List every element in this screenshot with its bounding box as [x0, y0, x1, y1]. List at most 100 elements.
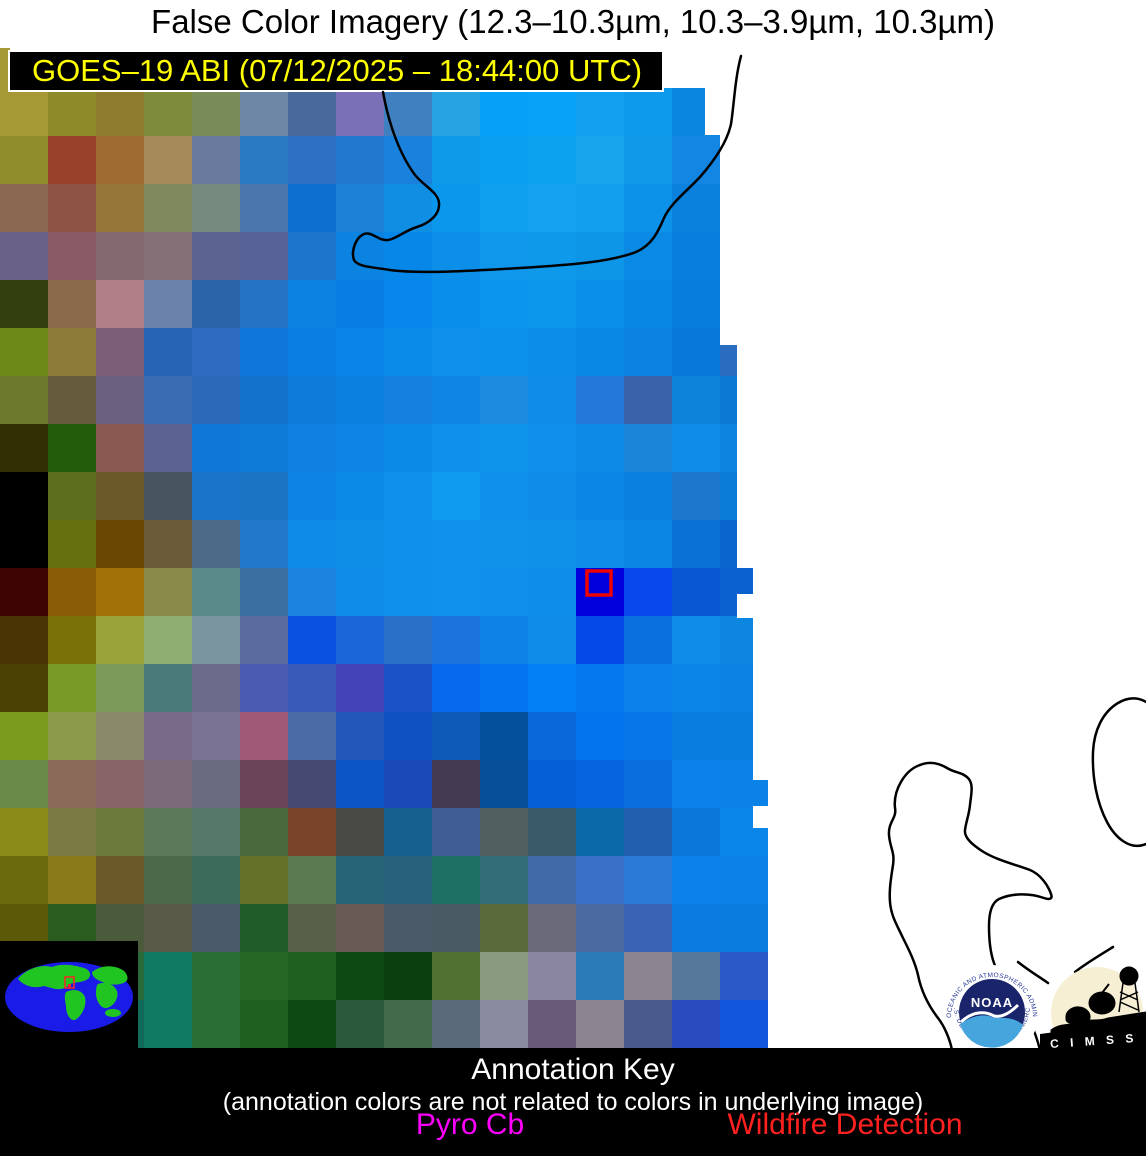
no-data-step: [753, 618, 768, 780]
image-pixel-block: [528, 232, 577, 281]
image-pixel-block: [48, 712, 97, 761]
image-pixel-block: [336, 424, 385, 473]
image-pixel-block: [192, 712, 241, 761]
no-data-step: [737, 345, 768, 568]
image-pixel-block: [672, 568, 721, 617]
coastline-island-oval: [1091, 697, 1146, 848]
image-pixel-block: [672, 184, 721, 233]
image-pixel-block: [384, 952, 433, 1001]
image-pixel-block: [144, 328, 193, 377]
image-pixel-block: [48, 328, 97, 377]
image-pixel-block: [96, 136, 145, 185]
image-pixel-block: [480, 88, 529, 137]
satellite-label: GOES–19 ABI (07/12/2025 – 18:44:00 UTC): [32, 53, 643, 88]
image-pixel-block: [528, 472, 577, 521]
image-pixel-block: [48, 808, 97, 857]
image-pixel-block: [240, 472, 289, 521]
image-pixel-block: [288, 376, 337, 425]
legend-wildfire: Wildfire Detection: [727, 1108, 963, 1141]
image-pixel-block: [576, 712, 625, 761]
image-pixel-block: [288, 280, 337, 329]
image-pixel-block: [144, 904, 193, 953]
image-pixel-block: [0, 664, 49, 713]
annotation-key-bar: Annotation Key (annotation colors are no…: [0, 1048, 1146, 1156]
image-pixel-block: [144, 424, 193, 473]
image-pixel-block: [576, 952, 625, 1001]
image-pixel-block: [576, 472, 625, 521]
image-pixel-block: [48, 472, 97, 521]
image-pixel-block: [432, 568, 481, 617]
image-pixel-block: [288, 760, 337, 809]
image-pixel-block: [480, 280, 529, 329]
image-pixel-block: [144, 232, 193, 281]
image-pixel-block: [288, 88, 337, 137]
image-pixel-block: [144, 952, 193, 1001]
image-pixel-block: [576, 88, 625, 137]
image-pixel-block: [432, 328, 481, 377]
image-pixel-block: [624, 568, 673, 617]
image-pixel-block: [672, 664, 721, 713]
image-pixel-block: [528, 376, 577, 425]
image-pixel-block: [144, 568, 193, 617]
image-pixel-block: [672, 904, 721, 953]
image-pixel-block: [288, 328, 337, 377]
image-pixel-block: [240, 184, 289, 233]
image-pixel-block: [288, 1000, 337, 1048]
image-pixel-block: [96, 664, 145, 713]
image-pixel-block: [48, 88, 97, 137]
image-pixel-block: [336, 376, 385, 425]
image-pixel-block: [528, 952, 577, 1001]
image-pixel-block: [48, 760, 97, 809]
image-pixel-block: [432, 856, 481, 905]
image-pixel-block: [672, 280, 721, 329]
image-pixel-block: [432, 904, 481, 953]
image-pixel-block: [240, 568, 289, 617]
image-pixel-block: [96, 808, 145, 857]
image-pixel-block: [288, 424, 337, 473]
image-pixel-block: [624, 376, 673, 425]
legend-pyro-cb: Pyro Cb: [415, 1108, 525, 1141]
image-pixel-block: [240, 328, 289, 377]
image-pixel-block: [624, 280, 673, 329]
image-pixel-block: [288, 472, 337, 521]
image-pixel-block: [144, 376, 193, 425]
satellite-label-bar: GOES–19 ABI (07/12/2025 – 18:44:00 UTC): [8, 50, 665, 92]
image-pixel-block: [192, 424, 241, 473]
image-pixel-block: [0, 88, 49, 137]
image-pixel-block: [624, 712, 673, 761]
satellite-image: [0, 88, 768, 1048]
image-pixel-block: [480, 568, 529, 617]
image-pixel-block: [288, 136, 337, 185]
image-pixel-block: [672, 328, 721, 377]
image-pixel-block: [144, 136, 193, 185]
image-pixel-block: [144, 808, 193, 857]
image-pixel-block: [432, 88, 481, 137]
image-pixel-block: [528, 808, 577, 857]
image-pixel-block: [48, 520, 97, 569]
image-pixel-block: [96, 568, 145, 617]
image-pixel-block: [528, 616, 577, 665]
noaa-ring-bottom-text: U.S. DEPARTMENT OF COMMERCE: [0, 0, 1031, 1046]
image-pixel-block: [624, 856, 673, 905]
image-pixel-block: [528, 568, 577, 617]
image-pixel-block: [192, 1000, 241, 1048]
image-pixel-block: [0, 232, 49, 281]
image-pixel-block: [432, 1000, 481, 1048]
image-pixel-block: [96, 328, 145, 377]
image-pixel-block: [528, 664, 577, 713]
image-pixel-block: [0, 712, 49, 761]
no-data-step: [753, 806, 768, 828]
image-pixel-block: [48, 424, 97, 473]
image-pixel-block: [576, 808, 625, 857]
image-pixel-block: [336, 520, 385, 569]
image-pixel-block: [144, 760, 193, 809]
image-pixel-block: [336, 232, 385, 281]
inset-land: [18, 964, 128, 1021]
image-pixel-block: [48, 856, 97, 905]
image-pixel-block: [384, 328, 433, 377]
image-pixel-block: [96, 88, 145, 137]
image-pixel-block: [192, 520, 241, 569]
image-pixel-block: [432, 760, 481, 809]
annotation-key-subtitle: (annotation colors are not related to co…: [222, 1088, 924, 1116]
image-pixel-block: [384, 664, 433, 713]
